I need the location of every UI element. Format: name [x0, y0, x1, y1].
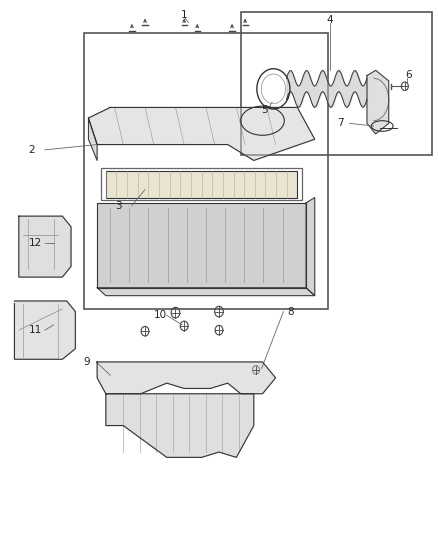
Polygon shape: [97, 362, 276, 394]
Text: 9: 9: [83, 357, 89, 367]
Polygon shape: [88, 108, 315, 160]
Polygon shape: [88, 118, 97, 160]
Bar: [102, 168, 302, 200]
Bar: [241, 12, 432, 155]
Text: 8: 8: [287, 306, 294, 317]
Polygon shape: [106, 394, 254, 457]
Text: 4: 4: [327, 15, 333, 25]
Text: 6: 6: [405, 70, 412, 79]
Text: 1: 1: [181, 10, 187, 20]
Text: 3: 3: [116, 200, 122, 211]
Polygon shape: [367, 70, 389, 134]
Text: 10: 10: [154, 310, 167, 320]
Bar: [84, 33, 328, 309]
Text: 7: 7: [338, 118, 344, 128]
Text: 5: 5: [261, 105, 268, 115]
Polygon shape: [14, 301, 75, 359]
Polygon shape: [97, 288, 315, 296]
Polygon shape: [306, 198, 315, 296]
Text: 12: 12: [29, 238, 42, 248]
Polygon shape: [19, 216, 71, 277]
Text: 11: 11: [29, 325, 42, 335]
Bar: [106, 171, 297, 198]
Text: 2: 2: [28, 145, 35, 155]
Bar: [97, 203, 306, 288]
